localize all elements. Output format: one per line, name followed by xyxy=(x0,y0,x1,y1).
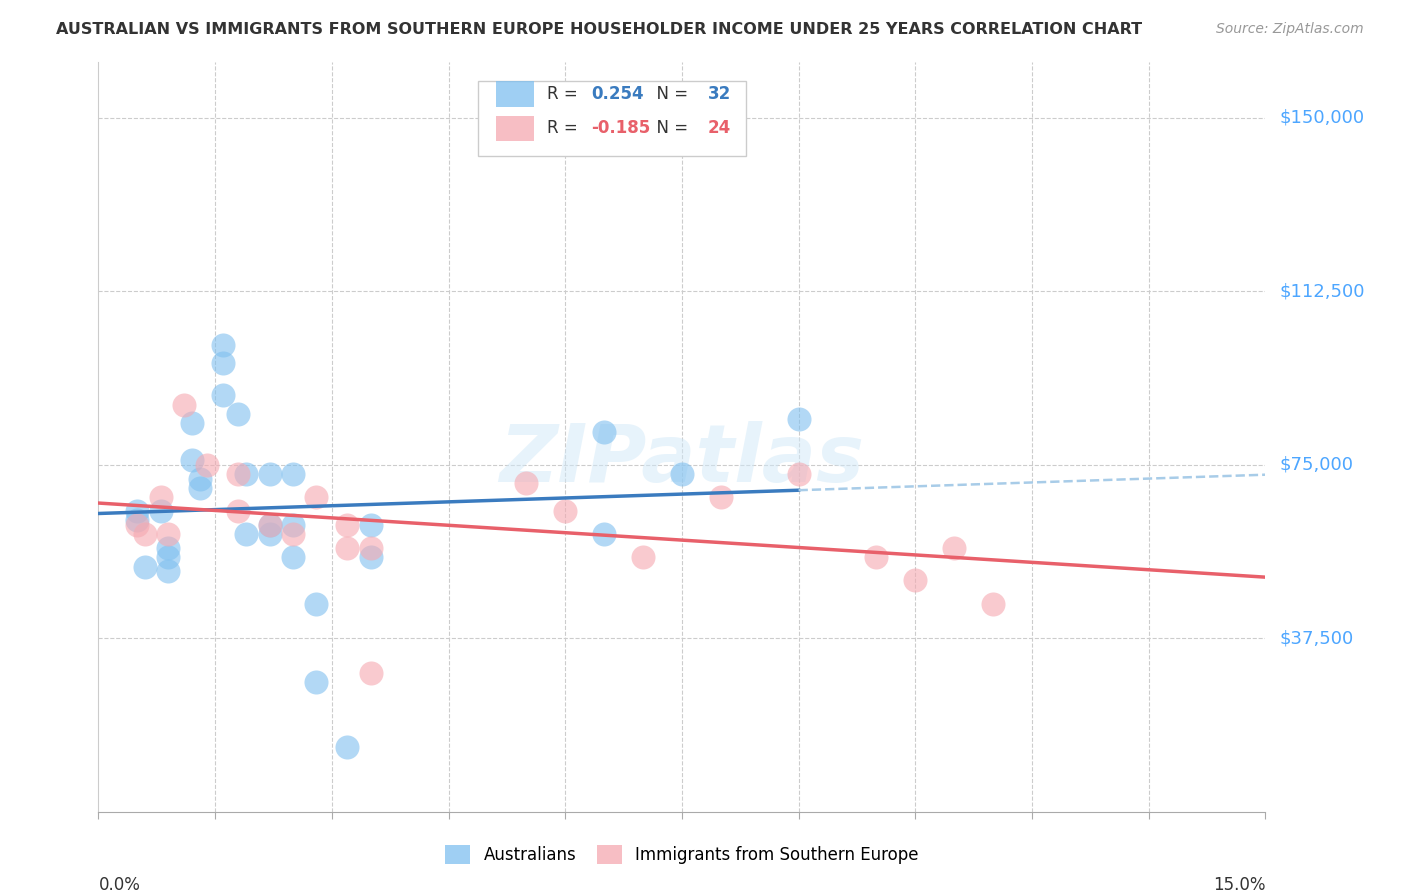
Point xyxy=(259,518,281,533)
Point xyxy=(281,550,304,565)
Point xyxy=(360,550,382,565)
Text: 24: 24 xyxy=(707,120,731,137)
Point xyxy=(188,472,211,486)
Point xyxy=(336,541,359,555)
Point xyxy=(228,504,250,518)
FancyBboxPatch shape xyxy=(478,81,747,156)
Point xyxy=(336,518,359,533)
Point xyxy=(259,518,281,533)
Point xyxy=(259,467,281,481)
Point xyxy=(127,513,149,527)
Point xyxy=(149,504,172,518)
Text: 32: 32 xyxy=(707,85,731,103)
Text: $150,000: $150,000 xyxy=(1279,109,1364,127)
Point xyxy=(149,490,172,504)
Text: $75,000: $75,000 xyxy=(1279,456,1354,474)
Point xyxy=(554,504,576,518)
Legend: Australians, Immigrants from Southern Europe: Australians, Immigrants from Southern Eu… xyxy=(439,838,925,871)
Point xyxy=(710,490,733,504)
Point xyxy=(787,467,810,481)
Point xyxy=(180,453,202,467)
Point xyxy=(134,559,156,574)
Point xyxy=(515,476,537,491)
Point xyxy=(593,527,616,541)
Point xyxy=(631,550,654,565)
Point xyxy=(180,416,202,430)
Text: R =: R = xyxy=(547,120,582,137)
Point xyxy=(127,504,149,518)
Point xyxy=(943,541,966,555)
Point xyxy=(235,467,257,481)
Point xyxy=(157,527,180,541)
Point xyxy=(281,518,304,533)
Point xyxy=(212,356,235,370)
Point xyxy=(173,398,195,412)
Text: 15.0%: 15.0% xyxy=(1213,877,1265,892)
Point xyxy=(228,407,250,421)
Text: ZIPatlas: ZIPatlas xyxy=(499,420,865,499)
Point xyxy=(305,490,328,504)
Point xyxy=(336,739,359,754)
Point xyxy=(157,564,180,578)
Point xyxy=(281,527,304,541)
FancyBboxPatch shape xyxy=(496,81,534,107)
Point xyxy=(157,541,180,555)
Text: $112,500: $112,500 xyxy=(1279,283,1365,301)
Point xyxy=(865,550,887,565)
Point xyxy=(157,550,180,565)
Point xyxy=(360,518,382,533)
Text: -0.185: -0.185 xyxy=(591,120,650,137)
Point xyxy=(904,574,927,588)
Point xyxy=(593,425,616,440)
Point xyxy=(281,467,304,481)
Point xyxy=(188,481,211,495)
Point xyxy=(127,518,149,533)
Point xyxy=(360,665,382,680)
Point xyxy=(212,337,235,351)
Point xyxy=(981,597,1004,611)
FancyBboxPatch shape xyxy=(496,116,534,141)
Point xyxy=(134,527,156,541)
Point xyxy=(212,388,235,402)
Point xyxy=(305,597,328,611)
Text: N =: N = xyxy=(645,85,693,103)
Point xyxy=(787,411,810,425)
Point xyxy=(228,467,250,481)
Point xyxy=(360,541,382,555)
Point xyxy=(305,675,328,690)
Text: $37,500: $37,500 xyxy=(1279,629,1354,648)
Text: AUSTRALIAN VS IMMIGRANTS FROM SOUTHERN EUROPE HOUSEHOLDER INCOME UNDER 25 YEARS : AUSTRALIAN VS IMMIGRANTS FROM SOUTHERN E… xyxy=(56,22,1142,37)
Text: 0.0%: 0.0% xyxy=(98,877,141,892)
Point xyxy=(259,527,281,541)
Point xyxy=(671,467,693,481)
Text: 0.254: 0.254 xyxy=(591,85,644,103)
Point xyxy=(195,458,218,472)
Text: Source: ZipAtlas.com: Source: ZipAtlas.com xyxy=(1216,22,1364,37)
Point xyxy=(235,527,257,541)
Text: N =: N = xyxy=(645,120,693,137)
Text: R =: R = xyxy=(547,85,582,103)
